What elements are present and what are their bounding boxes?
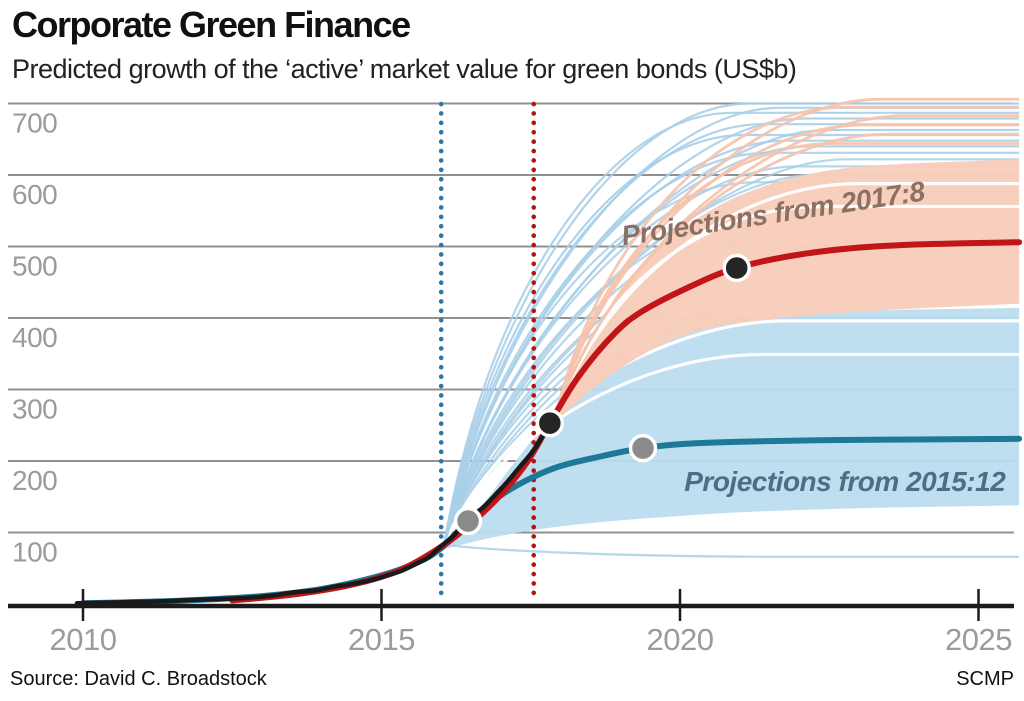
historical-line xyxy=(74,420,553,606)
fan-band-2015-12 xyxy=(441,308,1020,550)
chart-subtitle: Predicted growth of the ‘active’ market … xyxy=(12,54,797,84)
white-arc-blue-2 xyxy=(442,352,1020,546)
spaghetti-blue-top-4 xyxy=(443,123,1020,545)
source-credit: Source: David C. Broadstock xyxy=(10,668,267,690)
y-tick-label-100: 100 xyxy=(12,537,57,568)
actual-at-2017-8-marker xyxy=(535,408,565,438)
y-tick-label-300: 300 xyxy=(12,394,57,425)
spaghetti-peach-4 xyxy=(553,132,1020,420)
spaghetti-blue-top-1 xyxy=(443,106,1020,545)
x-tick-label-2010: 2010 xyxy=(50,622,117,657)
publisher-credit: SCMP xyxy=(956,668,1014,690)
y-tick-label-500: 500 xyxy=(12,251,57,282)
spaghetti-peach-5 xyxy=(553,142,1020,420)
red-projection-dot-marker xyxy=(722,253,751,283)
x-tick-label-2020: 2020 xyxy=(647,622,714,657)
chart-title: Corporate Green Finance xyxy=(12,4,411,45)
label-projections-2015-12: Projections from 2015:12 xyxy=(684,465,1006,497)
actual-at-2015-12-marker xyxy=(453,506,483,536)
spaghetti-peach-3 xyxy=(553,123,1020,420)
spaghetti-blue-14 xyxy=(444,543,1020,558)
fan-band-2017-8 xyxy=(551,159,1020,426)
y-tick-label-200: 200 xyxy=(12,465,57,496)
spaghetti-blue-top-6 xyxy=(443,133,1020,545)
x-tick-label-2025: 2025 xyxy=(945,622,1012,657)
y-tick-label-700: 700 xyxy=(12,108,57,139)
teal-projection-dot-marker xyxy=(628,433,658,463)
y-tick-label-600: 600 xyxy=(12,179,57,210)
spaghetti-blue-top-0 xyxy=(443,102,1020,545)
x-tick-label-2015: 2015 xyxy=(348,622,415,657)
spaghetti-blue-top-2 xyxy=(443,111,1020,545)
spaghetti-blue-2 xyxy=(443,173,1020,545)
spaghetti-peach-1 xyxy=(553,105,1020,420)
y-tick-label-400: 400 xyxy=(12,322,57,353)
